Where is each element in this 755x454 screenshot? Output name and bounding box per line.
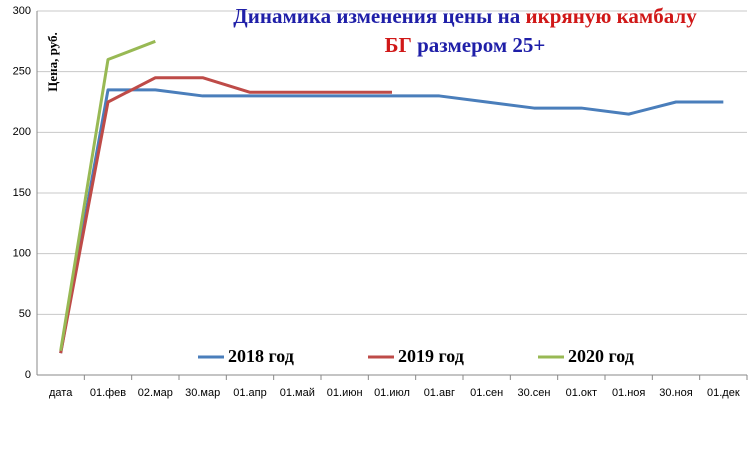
x-tick-label: 01.сен (470, 387, 503, 399)
x-tick-label: 30.мар (185, 387, 220, 399)
y-tick-label: 50 (19, 308, 31, 320)
x-tick-label: 30.ноя (659, 387, 692, 399)
x-tick-label: 01.авг (424, 387, 455, 399)
x-tick-label: 02.мар (138, 387, 173, 399)
y-tick-label: 200 (13, 126, 31, 138)
x-tick-label: 01.фев (90, 387, 126, 399)
x-tick-label: дата (49, 387, 73, 399)
y-tick-label: 150 (13, 187, 31, 199)
x-tick-label: 01.окт (566, 387, 597, 399)
y-tick-label: 100 (13, 248, 31, 260)
x-tick-label: 01.июл (374, 387, 410, 399)
series-line (59, 88, 724, 354)
y-tick-label: 250 (13, 66, 31, 78)
chart-title: БГ размером 25+ (385, 33, 546, 57)
y-axis-label: Цена, руб. (45, 32, 60, 92)
title-part: икряную камбалу (526, 4, 698, 28)
legend-label: 2018 год (228, 346, 294, 366)
x-tick-label: 01.ноя (612, 387, 645, 399)
title-part: Динамика изменения цены на (233, 4, 525, 28)
legend-label: 2019 год (398, 346, 464, 366)
x-tick-label: 01.июн (327, 387, 363, 399)
series-line (59, 76, 392, 354)
title-part: размером 25+ (412, 33, 546, 57)
x-tick-label: 30.сен (518, 387, 551, 399)
x-tick-label: 01.май (280, 387, 315, 399)
title-part: БГ (385, 33, 412, 57)
x-tick-label: 01.апр (233, 387, 266, 399)
y-tick-label: 300 (13, 5, 31, 17)
series-line (59, 39, 156, 351)
legend-label: 2020 год (568, 346, 634, 366)
x-tick-label: 01.дек (707, 387, 740, 399)
chart-title: Динамика изменения цены на икряную камба… (233, 4, 697, 28)
y-tick-label: 0 (25, 369, 31, 381)
